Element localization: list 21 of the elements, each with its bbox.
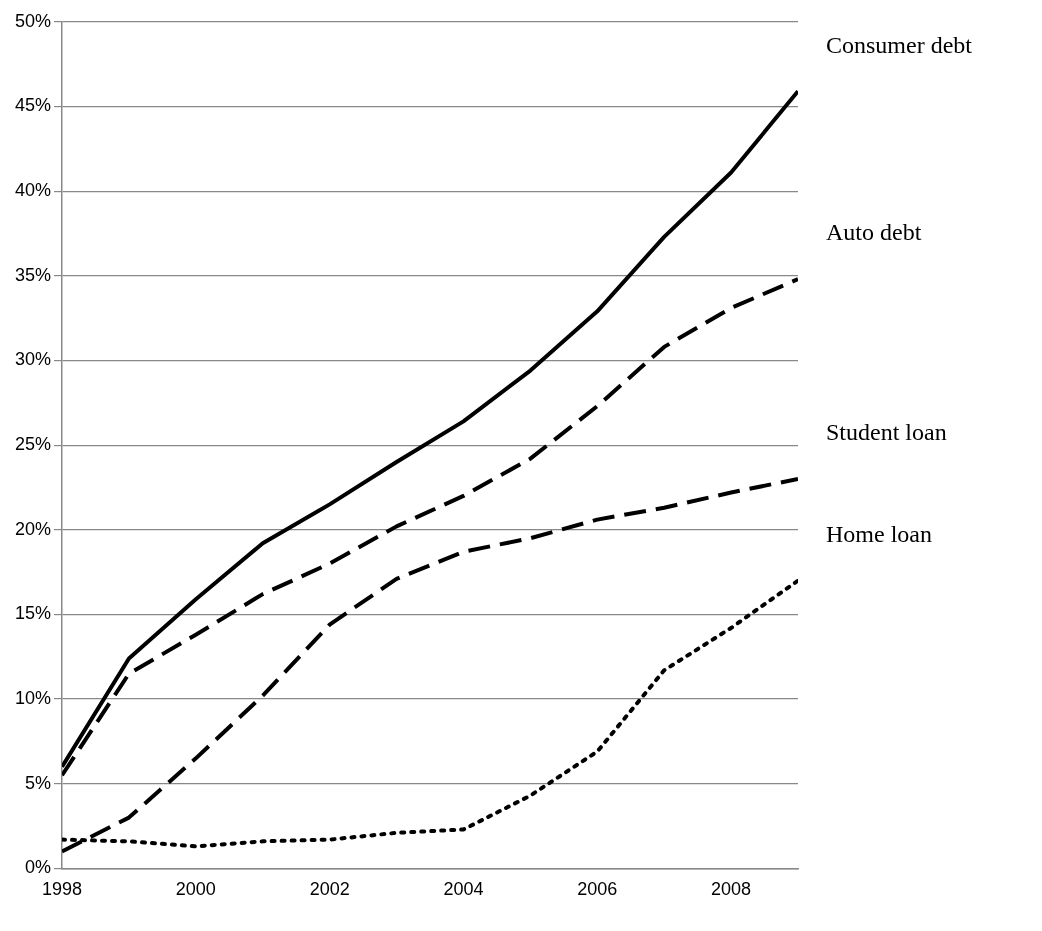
x-tick-label: 2000	[175, 879, 216, 900]
y-tick-label: 35%	[15, 264, 52, 285]
series-label: Consumer debt	[826, 31, 973, 58]
y-tick-label: 20%	[15, 518, 52, 539]
y-tick-label: 30%	[15, 349, 52, 370]
y-tick-label: 25%	[15, 434, 52, 455]
series-label: Student loan	[826, 419, 947, 446]
x-tick-label: 2008	[711, 879, 752, 900]
x-tick-label: 2002	[309, 879, 350, 900]
x-tick-label: 2006	[577, 879, 618, 900]
x-tick-label: 1998	[42, 879, 83, 900]
y-tick-label: 10%	[15, 688, 52, 709]
series-label: Auto debt	[826, 219, 922, 246]
y-tick-label: 50%	[15, 10, 52, 31]
y-tick-label: 5%	[25, 772, 52, 793]
series-label: Home loan	[826, 520, 932, 547]
y-tick-label: 45%	[15, 95, 52, 116]
y-tick-label: 0%	[25, 857, 52, 878]
y-tick-label: 40%	[15, 180, 52, 201]
y-tick-label: 15%	[15, 603, 52, 624]
x-tick-label: 2004	[443, 879, 484, 900]
